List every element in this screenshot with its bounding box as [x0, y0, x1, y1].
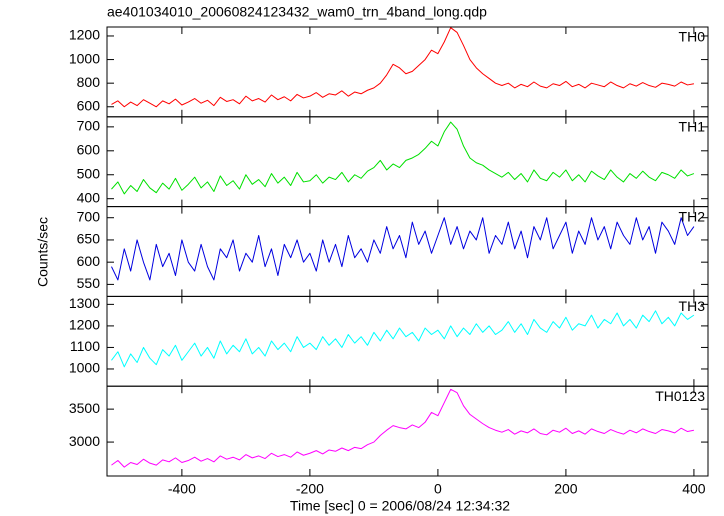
- y-tick-label: 800: [77, 74, 101, 90]
- y-tick-label: 3500: [69, 400, 100, 416]
- y-tick-label: 700: [77, 208, 101, 224]
- y-tick-label: 3000: [69, 433, 100, 449]
- y-tick-label: 600: [77, 97, 101, 113]
- y-tick-label: 1000: [69, 50, 100, 66]
- y-tick-label: 600: [77, 142, 101, 158]
- y-tick-label: 1000: [69, 360, 100, 376]
- y-axis-label: Counts/sec: [35, 217, 51, 287]
- y-tick-label: 700: [77, 118, 101, 134]
- series-line: [111, 121, 695, 195]
- y-tick-label: 1100: [70, 338, 100, 354]
- x-tick-label: -200: [296, 481, 324, 497]
- x-tick-label: 400: [682, 481, 706, 497]
- panel-label: TH2: [679, 208, 706, 224]
- y-tick-label: 1300: [69, 295, 100, 311]
- x-tick-label: 200: [554, 481, 578, 497]
- panel-frame: [106, 385, 709, 477]
- panel-label: TH1: [679, 119, 706, 135]
- panel-label: TH0: [679, 29, 706, 45]
- panel-label: TH3: [679, 298, 706, 314]
- x-tick-label: 0: [434, 481, 442, 497]
- x-axis-label: Time [sec] 0 = 2006/08/24 12:34:32: [290, 498, 510, 514]
- chart-title: ae401034010_20060824123432_wam0_trn_4ban…: [107, 4, 487, 20]
- series-line: [111, 388, 695, 468]
- y-tick-label: 650: [77, 231, 101, 247]
- y-tick-label: 500: [77, 165, 101, 181]
- y-tick-label: 400: [77, 189, 101, 205]
- series-line: [111, 217, 695, 281]
- y-tick-label: 600: [77, 253, 101, 269]
- y-tick-label: 550: [77, 275, 101, 291]
- series-line: [111, 27, 695, 108]
- series-line: [111, 310, 695, 368]
- y-tick-label: 1200: [69, 317, 100, 333]
- panel-label: TH0123: [655, 388, 705, 404]
- x-tick-label: -400: [168, 481, 196, 497]
- y-tick-label: 1200: [69, 27, 100, 43]
